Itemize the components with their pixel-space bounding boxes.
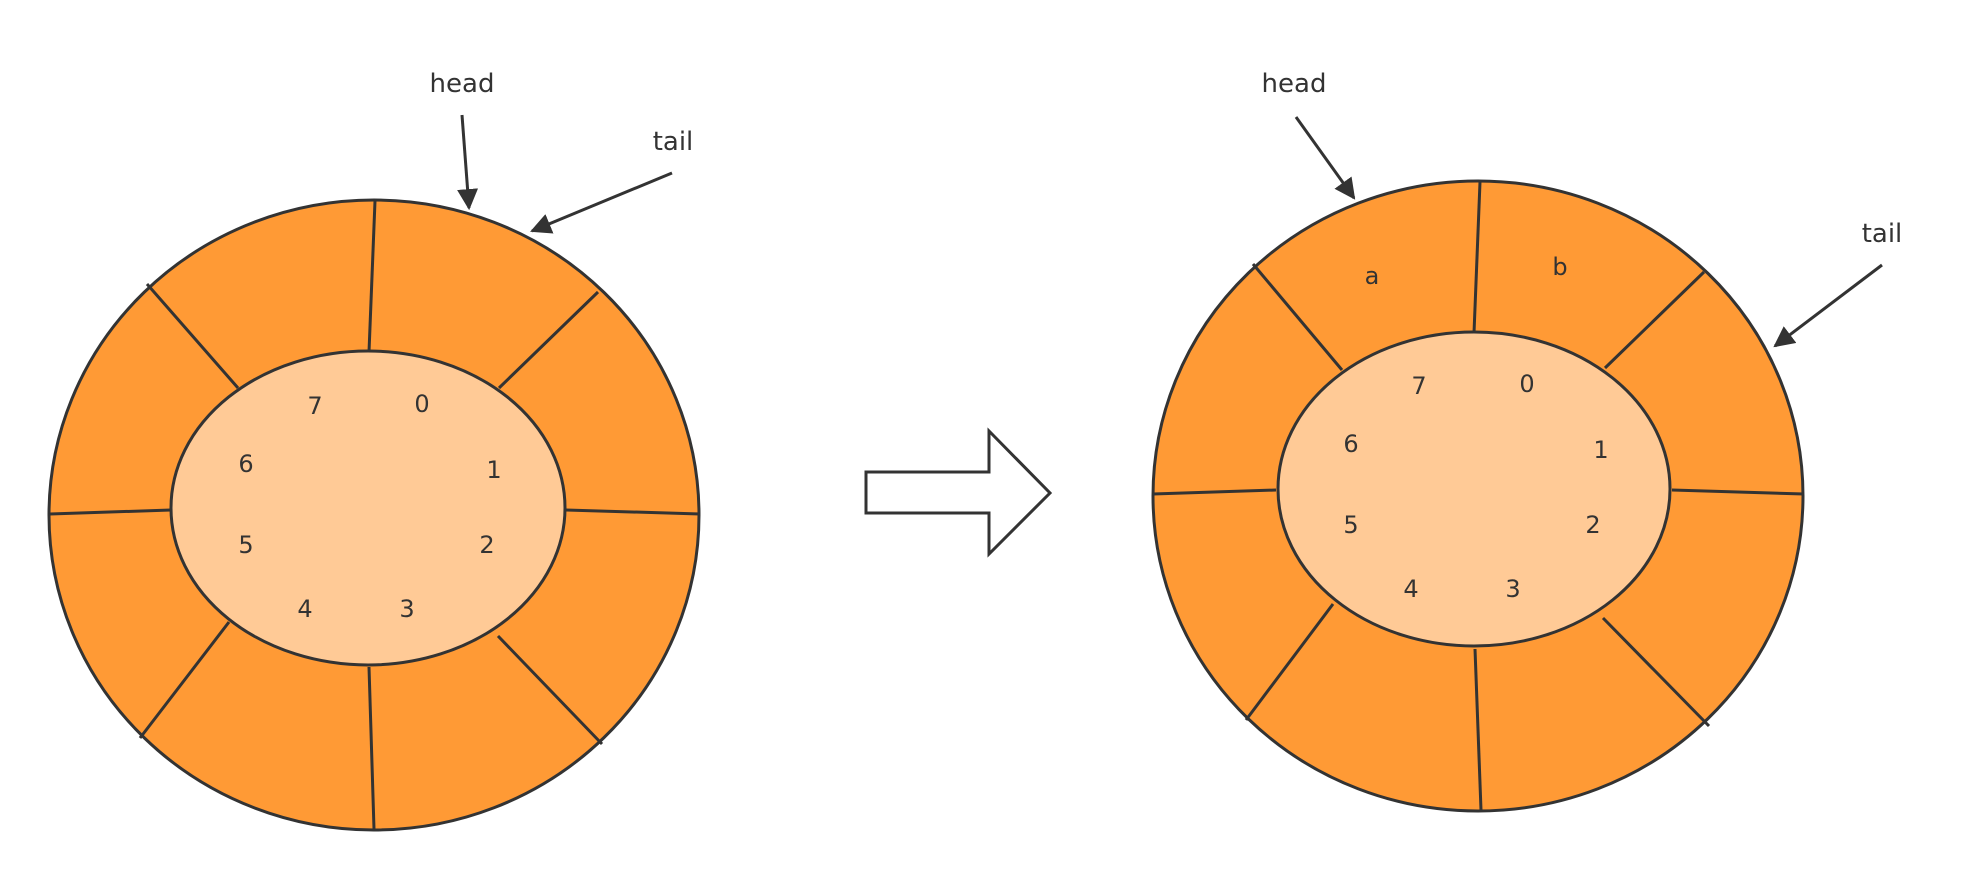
right-cell-7: a [1365, 262, 1380, 290]
left-tail-arrow [530, 171, 673, 234]
left-index-4: 4 [297, 595, 312, 623]
right-index-7: 7 [1411, 372, 1426, 400]
left-index-5: 5 [238, 531, 253, 559]
left-inner-disc [169, 349, 567, 667]
right-index-2: 2 [1585, 511, 1600, 539]
right-cell-0: b [1552, 253, 1567, 281]
right-index-labels: 0 1 2 3 4 5 6 7 [1343, 370, 1608, 603]
right-index-1: 1 [1593, 436, 1608, 464]
left-head-pointer: head [430, 69, 495, 211]
right-tail-arrow [1773, 263, 1883, 348]
right-tail-pointer: tail [1773, 219, 1903, 348]
right-head-arrow [1294, 116, 1356, 200]
left-tail-label: tail [653, 127, 694, 157]
right-ring-buffer: 0 1 2 3 4 5 6 7 b a head tail [1151, 69, 1903, 813]
right-head-label: head [1262, 69, 1327, 99]
right-index-5: 5 [1343, 511, 1358, 539]
right-index-0: 0 [1519, 370, 1534, 398]
right-tail-label: tail [1862, 219, 1903, 249]
left-head-arrow [457, 114, 479, 211]
left-slot-dividers [49, 200, 701, 830]
left-index-1: 1 [486, 456, 501, 484]
right-index-3: 3 [1505, 575, 1520, 603]
right-inner-disc [1276, 330, 1672, 648]
right-slot-dividers [1152, 181, 1805, 811]
right-arrow-icon [864, 427, 1053, 558]
left-index-6: 6 [238, 450, 253, 478]
left-index-labels: 0 1 2 3 4 5 6 7 [238, 390, 501, 623]
left-index-3: 3 [399, 595, 414, 623]
left-index-2: 2 [479, 531, 494, 559]
left-tail-pointer: tail [530, 127, 694, 234]
left-head-label: head [430, 69, 495, 99]
right-head-pointer: head [1262, 69, 1356, 200]
left-ring-buffer: 0 1 2 3 4 5 6 7 head tail [47, 69, 701, 832]
left-index-7: 7 [307, 392, 322, 420]
right-index-6: 6 [1343, 430, 1358, 458]
right-cell-values: b a [1365, 253, 1568, 290]
right-index-4: 4 [1403, 575, 1418, 603]
left-index-0: 0 [414, 390, 429, 418]
